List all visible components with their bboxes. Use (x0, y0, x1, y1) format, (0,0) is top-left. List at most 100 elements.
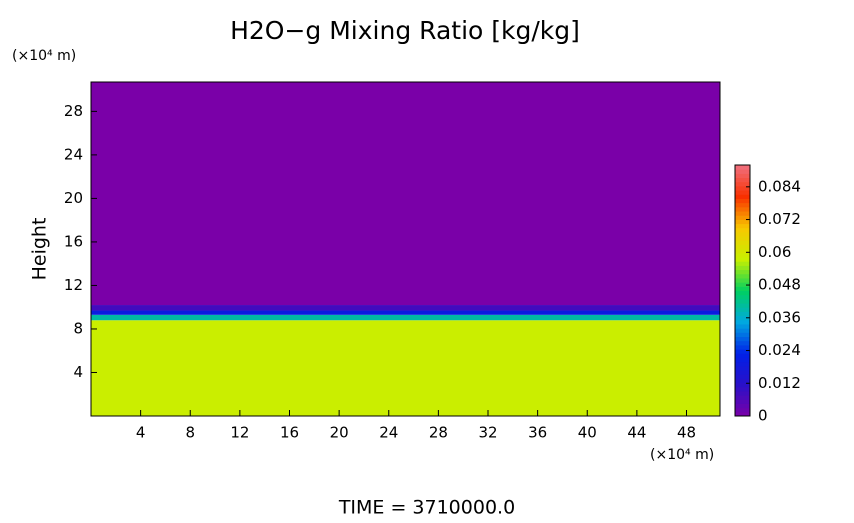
colorbar-swatch (735, 252, 750, 258)
colorbar-swatch (735, 190, 750, 195)
colorbar-swatch (735, 269, 750, 275)
chart-title: H2O−g Mixing Ratio [kg/kg] (230, 16, 580, 45)
y-axis-label: Height (29, 218, 51, 281)
x-tick-label: 20 (330, 424, 349, 442)
colorbar-swatch (735, 169, 750, 174)
colorbar-swatch (735, 328, 750, 333)
colorbar-swatch (735, 265, 750, 271)
y-tick-label: 12 (64, 276, 83, 294)
colorbar-swatch (735, 223, 750, 229)
field-band (91, 305, 720, 311)
y-tick-label: 24 (64, 145, 83, 163)
colorbar-swatch (735, 282, 750, 287)
colorbar-swatch (735, 165, 750, 170)
colorbar-swatch (735, 244, 750, 250)
colorbar-frame (734, 164, 751, 417)
colorbar-swatch (735, 277, 750, 283)
colorbar-swatch (735, 257, 750, 262)
colorbar-swatch (735, 340, 750, 346)
colorbar-tick-label: 0.048 (758, 276, 801, 294)
colorbar-swatch (735, 181, 750, 187)
colorbar-swatch (735, 315, 750, 321)
x-tick-label: 16 (280, 424, 299, 442)
colorbar-swatch (735, 382, 750, 388)
colorbar-swatch (735, 290, 750, 296)
x-tick-label: 24 (379, 424, 398, 442)
colorbar-swatch (735, 390, 750, 396)
field-band (91, 314, 720, 321)
colorbar-swatch (735, 206, 750, 212)
colorbar-swatch (735, 349, 750, 354)
colorbar-swatch (735, 248, 750, 254)
x-tick-label: 40 (578, 424, 597, 442)
colorbar-swatch (735, 231, 750, 237)
colorbar-swatch (735, 311, 750, 317)
colorbar-tick-label: 0.024 (758, 341, 801, 359)
colorbar-tick-label: 0.072 (758, 210, 801, 228)
x-tick-label: 44 (627, 424, 646, 442)
colorbar-swatch (735, 399, 750, 404)
colorbar-swatch (735, 323, 750, 329)
colorbar-swatch (735, 369, 750, 375)
footer-time: TIME = 3710000.0 (338, 497, 515, 519)
colorbar-swatch (735, 185, 750, 191)
x-tick-label: 8 (185, 424, 195, 442)
y-tick-label: 20 (64, 189, 83, 207)
y-tick-label: 28 (64, 102, 83, 120)
colorbar-swatch (735, 194, 750, 199)
colorbar-swatch (735, 202, 750, 208)
colorbar-swatch (735, 403, 750, 409)
colorbar-swatch (735, 386, 750, 392)
plot-frame (90, 81, 721, 417)
colorbar-swatch (735, 177, 750, 183)
colorbar-swatch (735, 353, 750, 358)
colorbar-tick-label: 0.036 (758, 308, 801, 326)
colorbar-swatch (735, 319, 750, 325)
colorbar-swatch (735, 215, 750, 220)
colorbar-tick-label: 0.084 (758, 177, 801, 195)
colorbar-swatch (735, 219, 750, 225)
y-tick-label: 16 (64, 232, 83, 250)
x-tick-label: 28 (429, 424, 448, 442)
x-tick-label: 4 (136, 424, 146, 442)
colorbar-swatch (735, 336, 750, 342)
colorbar-swatch (735, 236, 750, 241)
colorbar-swatch (735, 303, 750, 308)
colorbar-swatch (735, 357, 750, 363)
colorbar-swatch (735, 344, 750, 350)
x-tick-label: 32 (478, 424, 497, 442)
colorbar-swatch (735, 395, 750, 400)
x-tick-label: 12 (230, 424, 249, 442)
colorbar-swatch (735, 365, 750, 371)
x-unit-label: (×10⁴ m) (650, 447, 714, 463)
colorbar-swatch (735, 211, 750, 216)
colorbar-swatch (735, 198, 750, 204)
colorbar-swatch (735, 286, 750, 291)
field-band (91, 310, 720, 315)
colorbar-swatch (735, 227, 750, 233)
colorbar-swatch (735, 378, 750, 384)
colorbar-swatch (735, 361, 750, 367)
colorbar-swatch (735, 407, 750, 413)
colorbar-tick-label: 0.06 (758, 243, 791, 261)
colorbar-swatch (735, 294, 750, 300)
colorbar-swatch (735, 273, 750, 279)
x-tick-label: 36 (528, 424, 547, 442)
y-tick-label: 8 (73, 319, 83, 337)
colorbar-swatch (735, 374, 750, 379)
colorbar-swatch (735, 307, 750, 312)
colorbar-swatch (735, 173, 750, 179)
y-unit-label: (×10⁴ m) (12, 48, 76, 64)
colorbar-swatch (735, 240, 750, 245)
x-tick-label: 48 (677, 424, 696, 442)
colorbar-swatch (735, 411, 750, 417)
colorbar-swatch (735, 261, 750, 266)
colorbar-tick-label: 0.012 (758, 374, 801, 392)
field-band (91, 320, 720, 416)
colorbar-tick-label: 0 (758, 407, 768, 425)
colorbar-swatch (735, 298, 750, 304)
field-band (91, 82, 720, 306)
colorbar-swatch (735, 332, 750, 338)
y-tick-label: 4 (73, 363, 83, 381)
